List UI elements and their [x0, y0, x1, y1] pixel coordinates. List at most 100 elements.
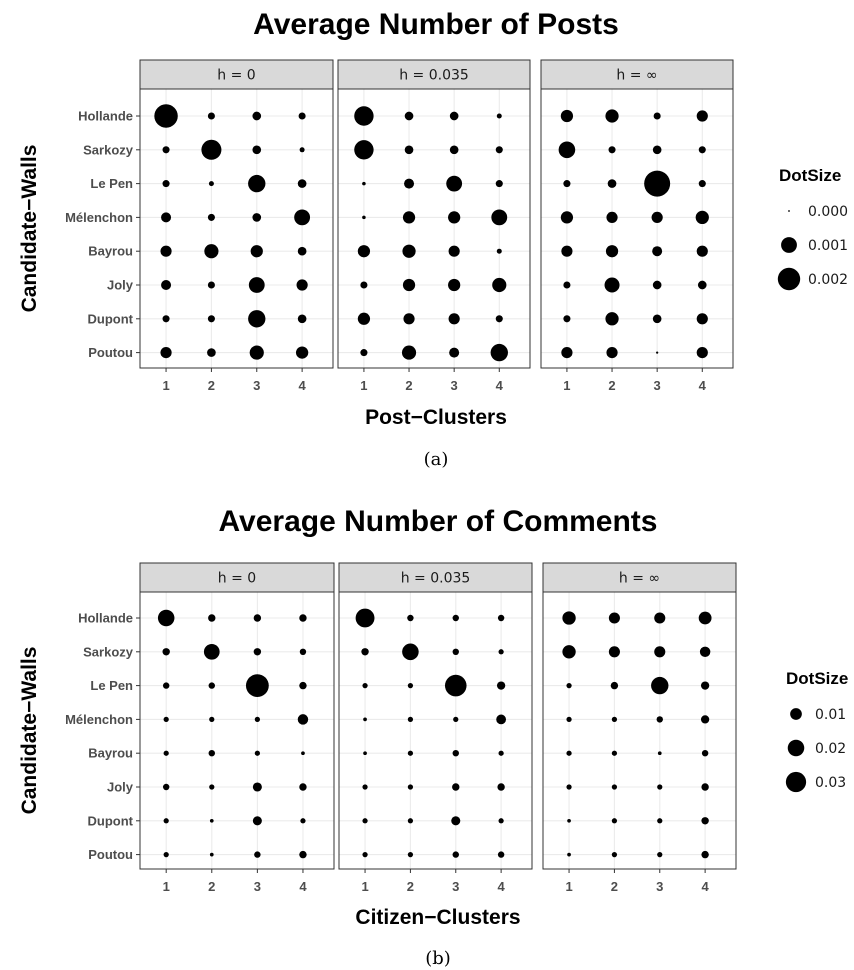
data-dot	[161, 212, 172, 223]
y-tick-label: Sarkozy	[83, 644, 134, 659]
legend-key-dot	[781, 237, 797, 253]
data-dot	[606, 347, 618, 359]
data-dot	[207, 348, 216, 357]
facet-strip	[540, 59, 734, 90]
data-dot	[254, 750, 260, 756]
data-dot	[700, 715, 710, 724]
data-dot	[404, 111, 414, 121]
y-tick-label: Mélenchon	[65, 210, 133, 225]
facet-panel-3: h = ∞ 1 2 3 4	[542, 562, 737, 894]
data-dot	[299, 681, 307, 690]
facet-strip	[337, 59, 531, 90]
data-dot	[654, 612, 666, 624]
facet-panel-2: h = 0.035 1 2 3 4	[337, 59, 531, 393]
data-dot	[698, 611, 712, 625]
data-dot	[299, 850, 307, 859]
data-dot	[608, 612, 620, 624]
data-dot	[492, 277, 507, 293]
data-dot	[611, 784, 618, 790]
data-dot	[496, 248, 502, 254]
legend-entry-label: 0.001	[808, 238, 848, 254]
data-dot	[656, 351, 659, 354]
data-dot	[248, 310, 266, 328]
data-dot	[605, 312, 619, 326]
data-dot	[657, 784, 663, 790]
data-dot	[361, 648, 369, 656]
data-dot	[207, 112, 215, 120]
data-dot	[209, 784, 215, 790]
data-dot	[208, 682, 215, 689]
panel-border	[337, 88, 531, 369]
data-dot	[604, 277, 620, 293]
data-dot	[452, 614, 459, 622]
y-tick-label: Joly	[107, 780, 134, 795]
figure-caption: (b)	[425, 948, 451, 969]
panel-background	[541, 89, 733, 368]
x-axis-title: Post−Clusters	[365, 406, 507, 429]
data-dot	[163, 716, 169, 723]
data-dot	[248, 277, 265, 293]
data-dot	[162, 180, 170, 188]
data-dot	[404, 145, 414, 155]
facet-strip	[338, 562, 533, 593]
data-dot	[298, 112, 306, 120]
data-dot	[401, 345, 417, 360]
data-dot	[209, 716, 215, 723]
data-dot	[163, 851, 169, 858]
legend-title: DotSize	[786, 669, 848, 688]
data-dot	[448, 313, 460, 325]
data-dot	[362, 181, 366, 186]
x-tick-label: 4	[498, 879, 506, 894]
data-dot	[449, 145, 459, 155]
data-dot	[297, 246, 307, 256]
data-dot	[561, 245, 573, 257]
data-dot	[407, 614, 414, 622]
facet-label: h = 0	[217, 68, 255, 84]
data-dot	[254, 851, 261, 858]
data-dot	[452, 851, 459, 858]
data-dot	[696, 245, 708, 257]
data-dot	[354, 106, 374, 126]
data-dot	[560, 109, 574, 123]
data-dot	[448, 278, 461, 292]
data-dot	[402, 278, 416, 292]
x-tick-label: 1	[360, 378, 367, 393]
legend-entry-label: 0.02	[815, 741, 846, 757]
legend-entry-label: 0.01	[815, 707, 846, 723]
legend-entry-label: 0.002	[808, 272, 848, 288]
x-tick-label: 4	[299, 378, 307, 393]
data-dot	[248, 174, 266, 193]
data-dot	[605, 109, 619, 123]
legend-key-dot	[787, 739, 805, 757]
data-dot	[610, 681, 619, 690]
data-dot	[253, 614, 262, 622]
data-dot	[357, 312, 371, 325]
panel-background	[140, 592, 334, 869]
legend-entry-label: 0.000	[808, 204, 848, 220]
data-dot	[567, 818, 571, 823]
facet-panel-3: h = ∞ 1 2 3 4	[540, 59, 734, 393]
data-dot	[299, 614, 307, 622]
data-dot	[294, 209, 311, 226]
y-axis-title: Candidate−Walls	[18, 145, 41, 313]
x-tick-label: 2	[407, 879, 414, 894]
legend: DotSize 0.000 0.001 0.002	[777, 166, 848, 291]
data-dot	[611, 716, 618, 723]
facet-label: h = 0.035	[401, 571, 471, 587]
data-dot	[491, 209, 508, 226]
data-dot	[209, 818, 214, 823]
data-dot	[407, 851, 414, 858]
data-dot	[498, 750, 504, 756]
data-dot	[407, 818, 414, 824]
data-dot	[653, 112, 661, 120]
data-dot	[163, 750, 169, 756]
data-dot	[644, 170, 671, 197]
data-dot	[701, 750, 709, 757]
x-tick-label: 2	[611, 879, 618, 894]
data-dot	[208, 750, 215, 757]
data-dot	[162, 648, 170, 656]
x-tick-label: 2	[208, 879, 215, 894]
data-dot	[249, 345, 264, 360]
data-dot	[354, 140, 374, 160]
